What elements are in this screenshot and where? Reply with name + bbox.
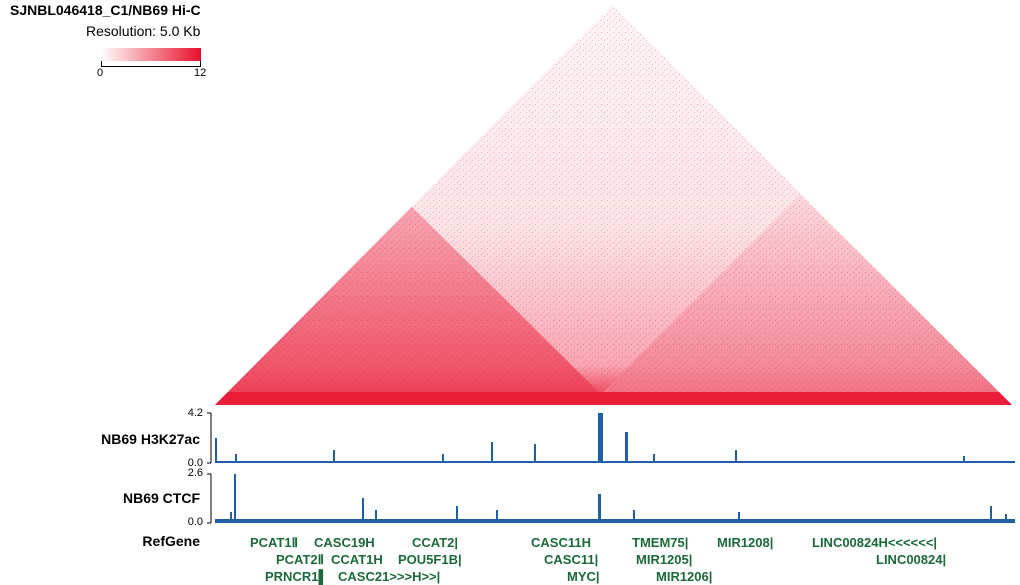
track-ctcf-max: 2.6	[187, 467, 203, 479]
color-scale-axis	[101, 61, 201, 67]
gene-casc11-b[interactable]: CASC11|	[544, 552, 599, 567]
track-ctcf-min: 0.0	[187, 516, 203, 528]
gene-mir1205[interactable]: MIR1205|	[636, 552, 693, 567]
ctcf-signal-track[interactable]	[205, 470, 1020, 528]
gene-pou5f1b[interactable]: POU5F1B|	[398, 552, 462, 567]
track-label-h3k27ac: NB69 H3K27ac	[101, 431, 200, 447]
gene-myc[interactable]: MYC|	[567, 569, 600, 584]
track-h3k27ac-min: 0.0	[187, 457, 203, 469]
color-scale-min: 0	[97, 67, 104, 79]
gene-linc00824-a[interactable]: LINC00824H<<<<<<|	[812, 535, 938, 550]
track-h3k27ac-max: 4.2	[187, 407, 203, 419]
hic-title: SJNBL046418_C1/NB69 Hi-C	[10, 2, 201, 18]
gene-linc00824-b[interactable]: LINC00824|	[876, 552, 947, 567]
gene-mir1208[interactable]: MIR1208|	[717, 535, 774, 550]
track-label-ctcf: NB69 CTCF	[122, 490, 200, 506]
h3k27ac-signal-track[interactable]	[205, 410, 1020, 468]
gene-prncr1[interactable]: PRNCR1▌	[265, 569, 328, 584]
hic-heatmap[interactable]	[0, 0, 1020, 410]
color-scale-bar	[101, 48, 201, 61]
gene-ccat1[interactable]: CCAT1H	[331, 552, 383, 567]
track-label-refgene: RefGene	[142, 533, 200, 549]
gene-ccat2[interactable]: CCAT2|	[412, 535, 459, 550]
gene-pcat1[interactable]: PCAT1Ⅱ	[250, 535, 299, 550]
gene-tmem75[interactable]: TMEM75|	[632, 535, 689, 550]
gene-casc11-a[interactable]: CASC11H	[531, 535, 591, 550]
gene-mir1206[interactable]: MIR1206|	[656, 569, 713, 584]
color-scale-max: 12	[194, 67, 207, 79]
gene-casc19[interactable]: CASC19H	[314, 535, 375, 550]
resolution-label: Resolution: 5.0 Kb	[86, 23, 201, 39]
gene-casc21[interactable]: CASC21>>>H>>|	[338, 569, 441, 584]
gene-pcat2[interactable]: PCAT2Ⅱ	[276, 552, 325, 567]
